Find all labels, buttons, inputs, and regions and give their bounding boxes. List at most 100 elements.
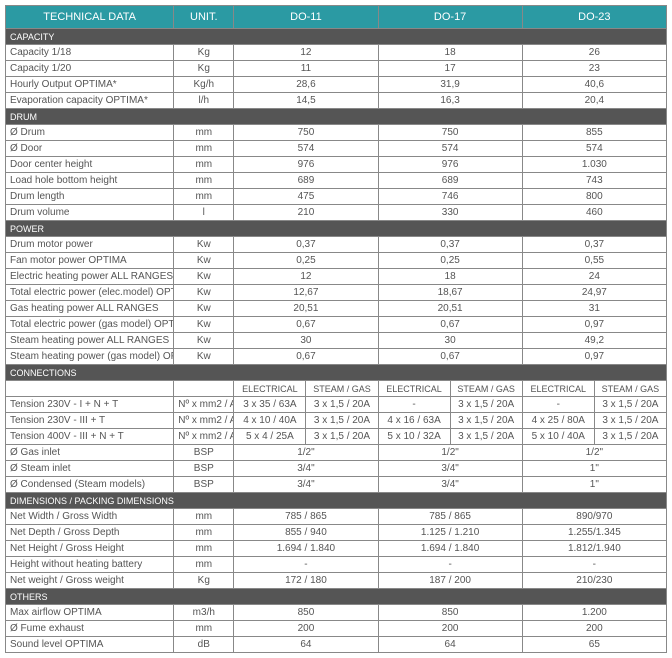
row-label: Ø Door [6, 141, 174, 157]
row-label: Fan motor power OPTIMA [6, 253, 174, 269]
row-unit: Nº x mm2 / A [174, 413, 234, 429]
cell-do11: 0,25 [234, 253, 378, 269]
cell-do11: 11 [234, 61, 378, 77]
row-unit: mm [174, 557, 234, 573]
table-row: Steam heating power ALL RANGESKw303049,2 [6, 333, 667, 349]
cell-do17: 746 [378, 189, 522, 205]
row-unit: Kw [174, 269, 234, 285]
cell-do17: 0,67 [378, 317, 522, 333]
row-label: Net Width / Gross Width [6, 509, 174, 525]
cell-do23: 574 [522, 141, 666, 157]
table-row: Drum lengthmm475746800 [6, 189, 667, 205]
table-row: Net weight / Gross weightKg172 / 180187 … [6, 573, 667, 589]
cell-do11: 855 / 940 [234, 525, 378, 541]
cell-do11: 0,67 [234, 317, 378, 333]
cell-do11: 574 [234, 141, 378, 157]
cell-do23: 1.812/1.940 [522, 541, 666, 557]
row-label: Ø Steam inlet [6, 461, 174, 477]
cell-do11: 30 [234, 333, 378, 349]
row-unit: mm [174, 509, 234, 525]
cell-do11: 1/2" [234, 445, 378, 461]
cell-do23-steam: 3 x 1,5 / 20A [594, 413, 666, 429]
cell-do11: 14,5 [234, 93, 378, 109]
cell-do11: 64 [234, 637, 378, 653]
row-label: Electric heating power ALL RANGES [6, 269, 174, 285]
cell-do17: 0,25 [378, 253, 522, 269]
cell-do17: 750 [378, 125, 522, 141]
row-label: Gas heating power ALL RANGES [6, 301, 174, 317]
cell-do17: 785 / 865 [378, 509, 522, 525]
cell-do17: 18,67 [378, 285, 522, 301]
section-header: CONNECTIONS [6, 365, 667, 381]
cell-do17: 30 [378, 333, 522, 349]
cell-do17: 1.125 / 1.210 [378, 525, 522, 541]
row-unit: Kg [174, 61, 234, 77]
cell-do17-elec: 5 x 10 / 32A [378, 429, 450, 445]
row-unit: Kw [174, 333, 234, 349]
table-row: Height without heating batterymm--- [6, 557, 667, 573]
row-label: Tension 230V - I + N + T [6, 397, 174, 413]
row-unit: mm [174, 125, 234, 141]
cell-do11-steam: 3 x 1,5 / 20A [306, 397, 378, 413]
row-label: Door center height [6, 157, 174, 173]
cell-do23: 1.030 [522, 157, 666, 173]
cell-do17: 31,9 [378, 77, 522, 93]
row-label: Sound level OPTIMA [6, 637, 174, 653]
row-label: Net Height / Gross Height [6, 541, 174, 557]
table-row: Capacity 1/18Kg121826 [6, 45, 667, 61]
cell-do17: 3/4" [378, 477, 522, 493]
cell-do23-elec: - [522, 397, 594, 413]
cell-do11: 976 [234, 157, 378, 173]
cell-do23: 743 [522, 173, 666, 189]
cell-do23: 1.200 [522, 605, 666, 621]
cell-do11: 172 / 180 [234, 573, 378, 589]
cell-do23: 24 [522, 269, 666, 285]
row-unit: Kg [174, 45, 234, 61]
cell-do11-elec: 4 x 10 / 40A [234, 413, 306, 429]
cell-do23: 23 [522, 61, 666, 77]
cell-do17: 0,67 [378, 349, 522, 365]
cell-do11: 12,67 [234, 285, 378, 301]
cell-do23: 460 [522, 205, 666, 221]
section-header: DRUM [6, 109, 667, 125]
cell-do17: 18 [378, 45, 522, 61]
row-unit: mm [174, 541, 234, 557]
cell-do23: 1" [522, 477, 666, 493]
section-header: CAPACITY [6, 29, 667, 45]
table-row: Ø Gas inletBSP1/2"1/2"1/2" [6, 445, 667, 461]
cell-do23: 31 [522, 301, 666, 317]
table-row: Tension 400V - III + N + TNº x mm2 / A5 … [6, 429, 667, 445]
cell-do23: 26 [522, 45, 666, 61]
cell-do23: 40,6 [522, 77, 666, 93]
row-label: Capacity 1/18 [6, 45, 174, 61]
header-do17: DO-17 [378, 6, 522, 29]
row-unit: mm [174, 141, 234, 157]
cell-do23-elec: 4 x 25 / 80A [522, 413, 594, 429]
cell-do17: 3/4" [378, 461, 522, 477]
cell-do11: - [234, 557, 378, 573]
cell-do11: 750 [234, 125, 378, 141]
table-row: Evaporation capacity OPTIMA*l/h14,516,32… [6, 93, 667, 109]
row-label: Height without heating battery [6, 557, 174, 573]
row-unit: mm [174, 189, 234, 205]
table-row: Net Depth / Gross Depthmm855 / 9401.125 … [6, 525, 667, 541]
cell-do17: 689 [378, 173, 522, 189]
cell-do23: 210/230 [522, 573, 666, 589]
sub-elec: ELECTRICAL [234, 381, 306, 397]
cell-do17: 1.694 / 1.840 [378, 541, 522, 557]
cell-do17: 187 / 200 [378, 573, 522, 589]
header-tech: TECHNICAL DATA [6, 6, 174, 29]
empty-cell [174, 381, 234, 397]
sub-steam: STEAM / GAS [450, 381, 522, 397]
row-label: Drum volume [6, 205, 174, 221]
row-unit: mm [174, 173, 234, 189]
cell-do17: 16,3 [378, 93, 522, 109]
cell-do23: 49,2 [522, 333, 666, 349]
row-label: Total electric power (gas model) OPT [6, 317, 174, 333]
row-unit: Nº x mm2 / A [174, 397, 234, 413]
cell-do23: 800 [522, 189, 666, 205]
cell-do23: 200 [522, 621, 666, 637]
cell-do11: 785 / 865 [234, 509, 378, 525]
row-label: Tension 400V - III + N + T [6, 429, 174, 445]
cell-do23: 1.255/1.345 [522, 525, 666, 541]
